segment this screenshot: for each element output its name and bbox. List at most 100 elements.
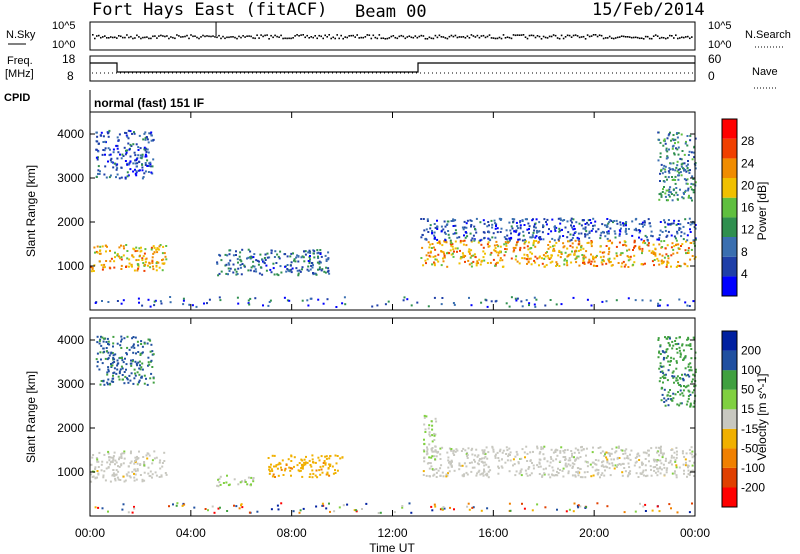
velocity-cell <box>667 342 670 344</box>
power-cell <box>566 264 569 267</box>
power-cell <box>599 256 602 259</box>
power-cell <box>554 225 556 228</box>
velocity-cell <box>410 511 413 514</box>
power-cell <box>465 226 468 229</box>
velocity-cell <box>576 456 579 459</box>
noise-point <box>410 36 413 39</box>
velocity-cell <box>638 454 641 457</box>
velocity-cell <box>143 342 146 345</box>
noise-point <box>630 36 633 39</box>
noise-point <box>558 37 561 40</box>
velocity-cell <box>454 450 457 453</box>
velocity-cell <box>679 355 682 358</box>
power-cell <box>93 246 96 249</box>
power-cell <box>632 263 635 266</box>
velocity-cell <box>332 472 335 475</box>
velocity-cell <box>280 466 282 469</box>
power-cell <box>640 263 643 266</box>
velocity-cell <box>458 464 461 467</box>
power-cell <box>688 217 691 220</box>
power-cell <box>549 246 552 249</box>
power-cell <box>567 231 570 234</box>
velocity-cell <box>298 462 301 464</box>
power-cell <box>590 240 593 242</box>
velocity-cell <box>659 377 662 380</box>
velocity-cell <box>431 509 434 512</box>
power-cell <box>548 240 551 243</box>
power-cell <box>135 170 138 173</box>
power-cell <box>312 252 315 255</box>
power-cell <box>148 261 151 264</box>
power-cell <box>557 217 560 220</box>
velocity-cell <box>244 481 247 483</box>
velocity-cell <box>449 463 452 466</box>
velocity-cell <box>658 367 661 370</box>
velocity-cell <box>689 403 692 406</box>
power-cell <box>300 256 303 259</box>
power-cell <box>515 221 518 224</box>
velocity-cell <box>110 380 113 383</box>
power-cell <box>590 304 593 307</box>
power-cell <box>539 238 542 241</box>
velocity-cell <box>590 475 593 478</box>
power-cell <box>319 261 322 264</box>
power-cell <box>249 297 252 300</box>
noise-point <box>681 36 683 39</box>
power-cell <box>155 269 158 272</box>
power-cell <box>107 147 110 150</box>
noise-point <box>650 37 653 40</box>
power-cell <box>570 224 572 227</box>
velocity-cell <box>112 469 115 471</box>
noise-point <box>408 35 411 37</box>
velocity-cell <box>623 467 626 469</box>
noise-point <box>626 36 629 38</box>
power-cell <box>470 265 473 268</box>
velocity-cell <box>148 363 151 366</box>
nave-tick-high: 60 <box>708 52 722 66</box>
power-cell <box>94 302 97 304</box>
power-cell <box>527 222 530 225</box>
velocity-cell <box>483 457 486 460</box>
velocity-cell <box>630 449 633 452</box>
velocity-cell <box>114 463 116 466</box>
power-cell <box>138 301 140 304</box>
velocity-cell <box>597 447 600 449</box>
power-cell <box>468 252 471 255</box>
noise-point <box>390 35 393 38</box>
power-cell <box>516 225 519 228</box>
power-cell <box>553 249 556 252</box>
velocity-cell <box>342 504 345 507</box>
noise-point <box>648 37 651 40</box>
noise-point <box>516 34 519 36</box>
velocity-cell <box>334 454 337 457</box>
power-cell <box>526 258 529 261</box>
power-cell <box>693 156 696 159</box>
power-cell <box>644 262 646 265</box>
power-cell <box>591 255 594 258</box>
power-cell <box>104 165 107 168</box>
velocity-cell <box>462 447 465 450</box>
velocity-cell <box>665 399 668 402</box>
velocity-cell <box>112 342 115 345</box>
velocity-cell <box>151 473 154 476</box>
power-cell <box>280 271 283 274</box>
velocity-cell <box>338 506 341 509</box>
power-cell <box>693 242 696 245</box>
power-cell <box>303 250 305 253</box>
velocity-cell <box>634 461 637 464</box>
power-cell <box>144 131 147 134</box>
power-cell <box>163 252 166 255</box>
velocity-cell <box>96 476 98 479</box>
velocity-cell <box>693 389 695 392</box>
power-cell <box>273 256 276 258</box>
velocity-cell <box>480 509 483 512</box>
power-cell <box>651 235 654 238</box>
power-colorbar-swatch <box>722 178 737 198</box>
power-cell <box>479 239 482 242</box>
velocity-cell <box>136 364 139 367</box>
power-cell <box>239 266 242 269</box>
velocity-cell <box>318 469 321 472</box>
power-cell <box>290 271 293 274</box>
power-cell <box>263 257 266 259</box>
power-cell <box>534 245 537 248</box>
